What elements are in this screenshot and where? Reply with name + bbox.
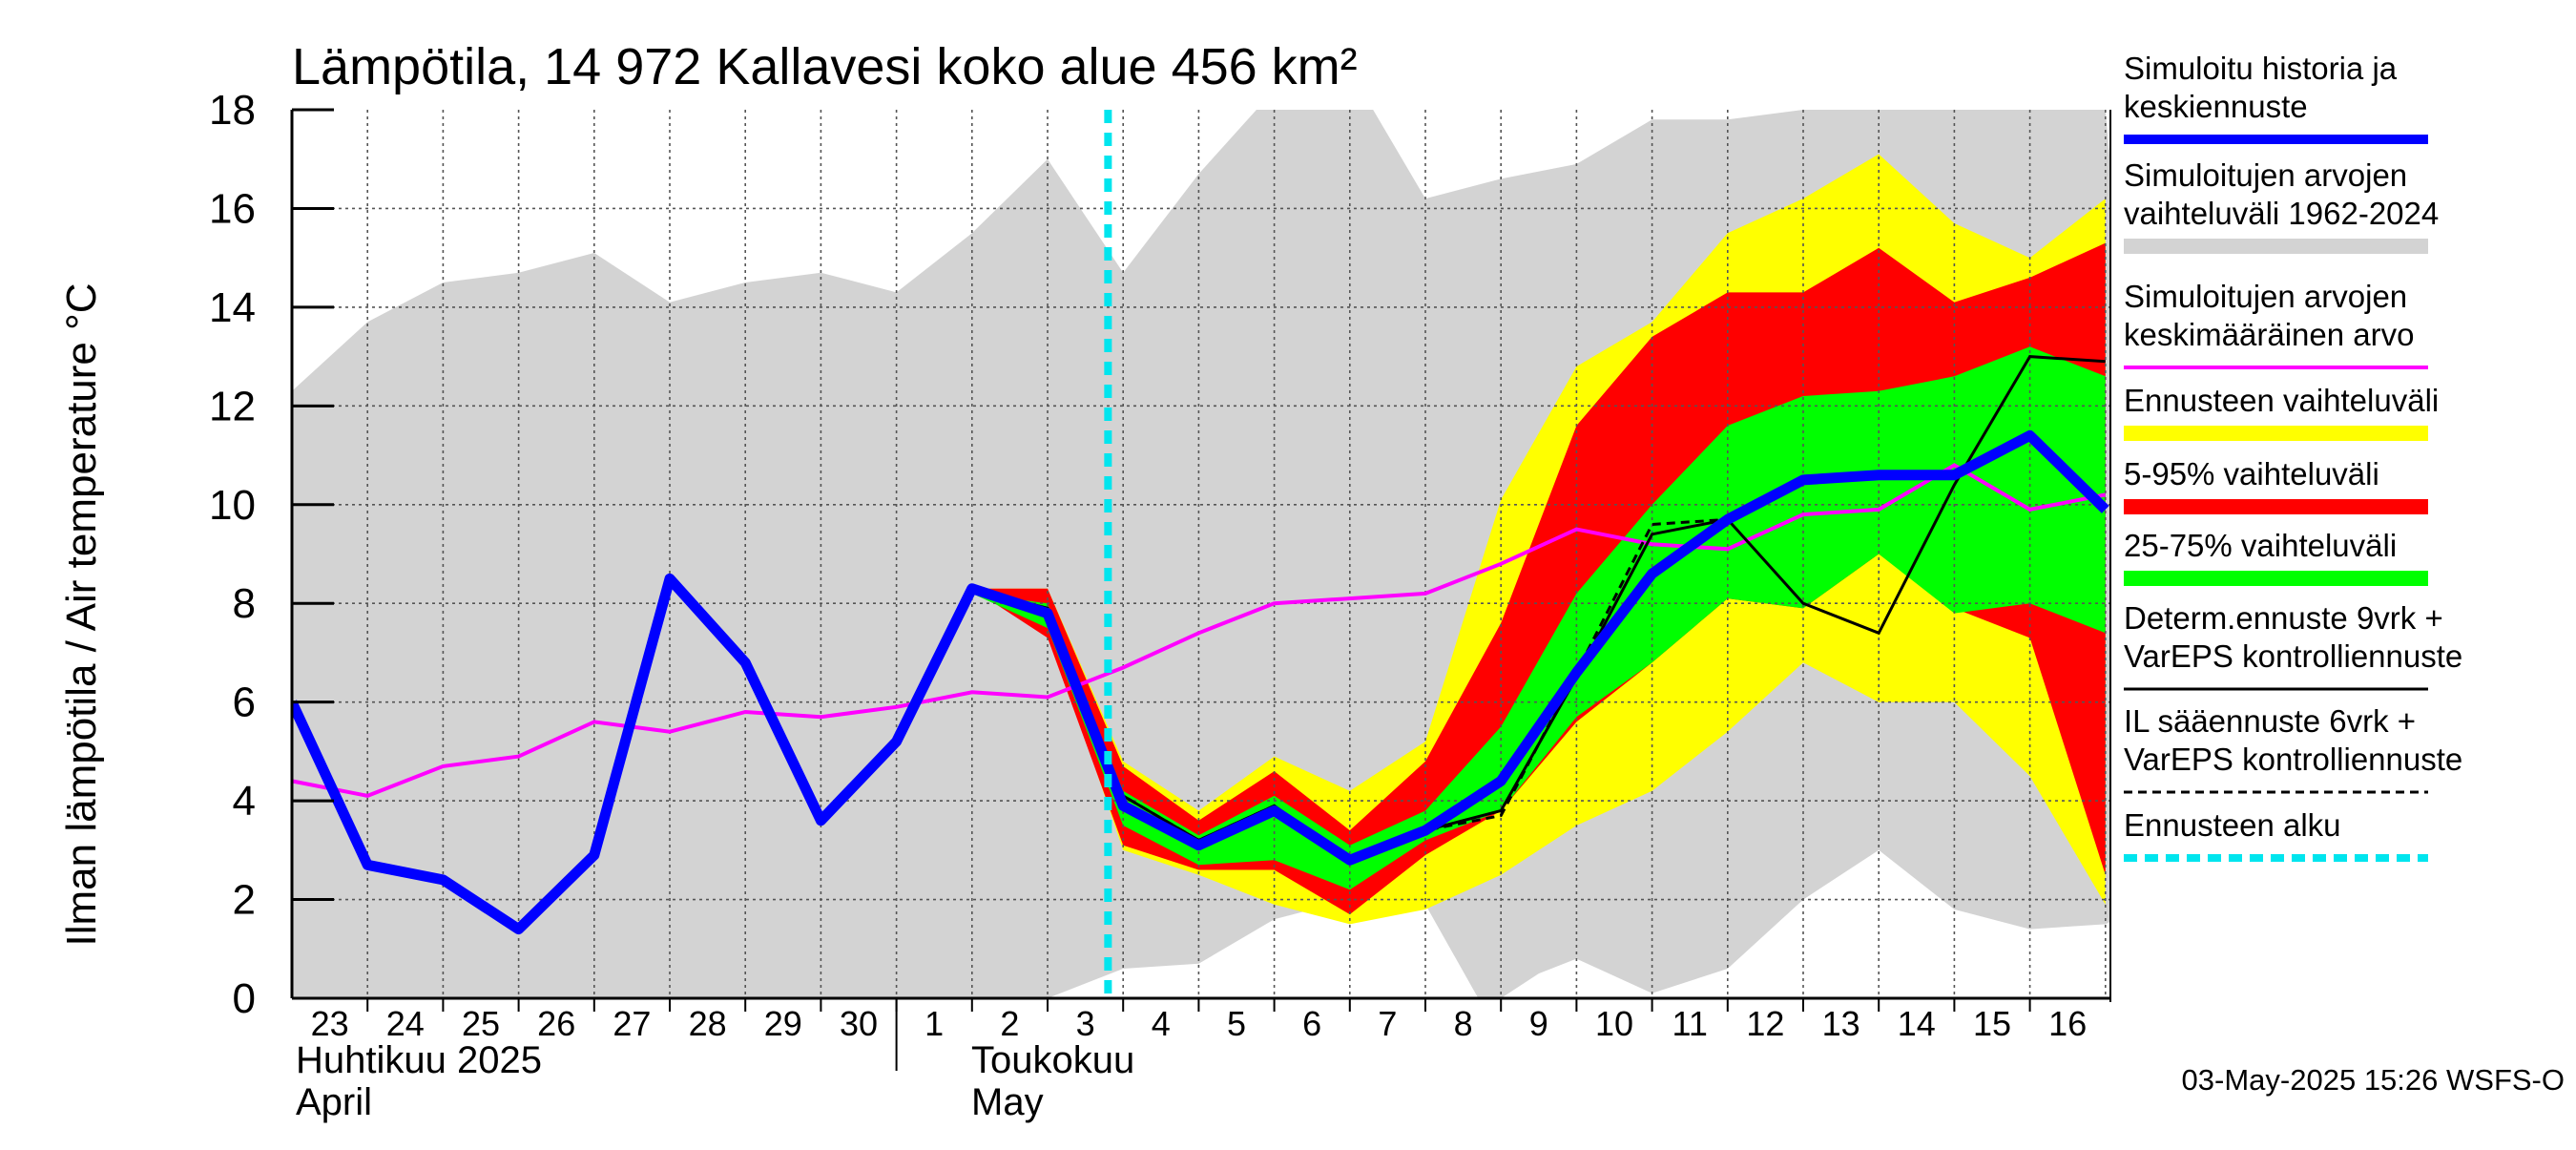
y-tick-label: 16 xyxy=(209,185,256,232)
legend-label: 25-75% vaihteluväli xyxy=(2124,528,2397,563)
x-tick-label: 13 xyxy=(1822,1004,1860,1043)
x-tick-label: 11 xyxy=(1672,1004,1708,1043)
y-tick-label: 12 xyxy=(209,383,256,429)
legend-label: keskimääräinen arvo xyxy=(2124,317,2414,352)
x-tick-label: 8 xyxy=(1454,1004,1473,1043)
footer-timestamp: 03-May-2025 15:26 WSFS-O xyxy=(2182,1063,2565,1097)
y-tick-label: 6 xyxy=(233,680,256,726)
x-tick-label: 16 xyxy=(2048,1004,2087,1043)
x-tick-label: 1 xyxy=(924,1004,944,1043)
x-tick-label: 15 xyxy=(1973,1004,2011,1043)
legend-item-p5-95-range: 5-95% vaihteluväli xyxy=(2124,456,2428,514)
x-tick-label: 30 xyxy=(840,1004,878,1043)
month-label-en: April xyxy=(296,1081,372,1123)
legend-label: 5-95% vaihteluväli xyxy=(2124,456,2379,491)
y-tick-label: 4 xyxy=(233,778,256,825)
x-tick-label: 28 xyxy=(689,1004,727,1043)
x-tick-label: 6 xyxy=(1302,1004,1321,1043)
y-tick-label: 8 xyxy=(233,580,256,627)
legend-label: VarEPS kontrolliennuste xyxy=(2124,742,2462,777)
x-tick-label: 26 xyxy=(537,1004,575,1043)
x-tick-label: 24 xyxy=(386,1004,425,1043)
legend-label: IL sääennuste 6vrk + xyxy=(2124,703,2416,739)
legend-item-forecast-start: Ennusteen alku xyxy=(2124,807,2428,862)
legend-label: Ennusteen vaihteluväli xyxy=(2124,383,2439,418)
x-tick-label: 14 xyxy=(1898,1004,1936,1043)
x-tick-label: 3 xyxy=(1076,1004,1095,1043)
x-tick-label: 25 xyxy=(462,1004,500,1043)
historical-mean-line xyxy=(292,463,2107,798)
x-tick-label: 7 xyxy=(1378,1004,1397,1043)
x-tick-label: 12 xyxy=(1746,1004,1784,1043)
x-tick-label: 2 xyxy=(1000,1004,1019,1043)
legend-label: vaihteluväli 1962-2024 xyxy=(2124,196,2439,231)
month-label-fi: Toukokuu xyxy=(971,1039,1134,1081)
y-tick-label: 14 xyxy=(209,284,256,331)
line-layer xyxy=(292,110,2109,998)
legend-label: Ennusteen alku xyxy=(2124,807,2341,843)
y-tick-label: 2 xyxy=(233,877,256,924)
x-tick-label: 27 xyxy=(613,1004,651,1043)
y-tick-label: 10 xyxy=(209,482,256,529)
x-tick-label: 9 xyxy=(1529,1004,1548,1043)
legend-label: Determ.ennuste 9vrk + xyxy=(2124,600,2443,636)
y-tick-label: 0 xyxy=(233,975,256,1022)
month-label-fi: Huhtikuu 2025 xyxy=(296,1039,542,1081)
legend-label: Simuloitujen arvojen xyxy=(2124,279,2407,314)
legend-label: keskiennuste xyxy=(2124,89,2308,124)
deterministic-forecast-line xyxy=(971,355,2106,862)
y-axis-label: Ilman lämpötila / Air temperature °C xyxy=(58,283,105,947)
chart-title: Lämpötila, 14 972 Kallavesi koko alue 45… xyxy=(292,38,1358,95)
legend: Simuloitu historia jakeskiennusteSimuloi… xyxy=(2124,51,2462,862)
month-label-en: May xyxy=(971,1081,1044,1123)
legend-item-deterministic: Determ.ennuste 9vrk +VarEPS kontrollienn… xyxy=(2124,600,2462,691)
x-tick-label: 4 xyxy=(1152,1004,1171,1043)
x-tick-label: 29 xyxy=(764,1004,802,1043)
legend-item-il-forecast: IL sääennuste 6vrk + VarEPS kontrollienn… xyxy=(2124,703,2462,794)
legend-item-ensemble-range: Ennusteen vaihteluväli xyxy=(2124,383,2439,441)
x-tick-label: 5 xyxy=(1227,1004,1246,1043)
legend-label: Simuloitu historia ja xyxy=(2124,51,2398,86)
y-tick-label: 18 xyxy=(209,87,256,134)
x-tick-label: 10 xyxy=(1595,1004,1633,1043)
simulated-history-line xyxy=(292,429,2109,935)
grid-layer xyxy=(292,110,2110,998)
legend-label: Simuloitujen arvojen xyxy=(2124,157,2407,193)
legend-label: VarEPS kontrolliennuste xyxy=(2124,638,2462,674)
legend-item-p25-75-range: 25-75% vaihteluväli xyxy=(2124,528,2428,586)
x-tick-label: 23 xyxy=(311,1004,349,1043)
